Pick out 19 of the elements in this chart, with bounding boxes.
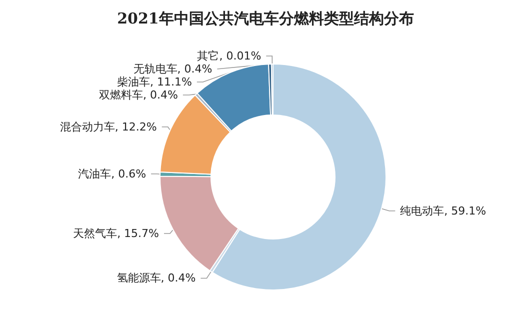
data-label: , 0.4% xyxy=(142,88,178,102)
data-label: , 0.01% xyxy=(219,50,262,63)
slice-label: 汽油车 xyxy=(78,167,112,180)
slice-label: 柴油车 xyxy=(116,76,150,89)
slice-label: 纯电动车 xyxy=(400,204,444,218)
slice-label: 天然气车 xyxy=(73,227,118,240)
slice-label: 双燃料车 xyxy=(98,88,143,102)
data-label: , 15.7% xyxy=(117,227,160,240)
data-label: , 0.6% xyxy=(111,167,146,180)
chart-title: 2021年中国公共汽电车分燃料类型结构分布 xyxy=(117,10,414,28)
slice-label: 氢能源车 xyxy=(116,272,161,285)
data-label: , 11.1% xyxy=(150,76,192,89)
data-label: , 59.1% xyxy=(444,204,486,218)
slice-label: 混合动力车 xyxy=(60,120,115,134)
data-label: , 12.2% xyxy=(114,120,157,134)
data-label: , 0.4% xyxy=(177,62,212,76)
data-label: , 0.4% xyxy=(160,272,196,285)
slice-label: 无轨电车 xyxy=(133,62,178,76)
slice-label: 其它 xyxy=(197,50,220,63)
